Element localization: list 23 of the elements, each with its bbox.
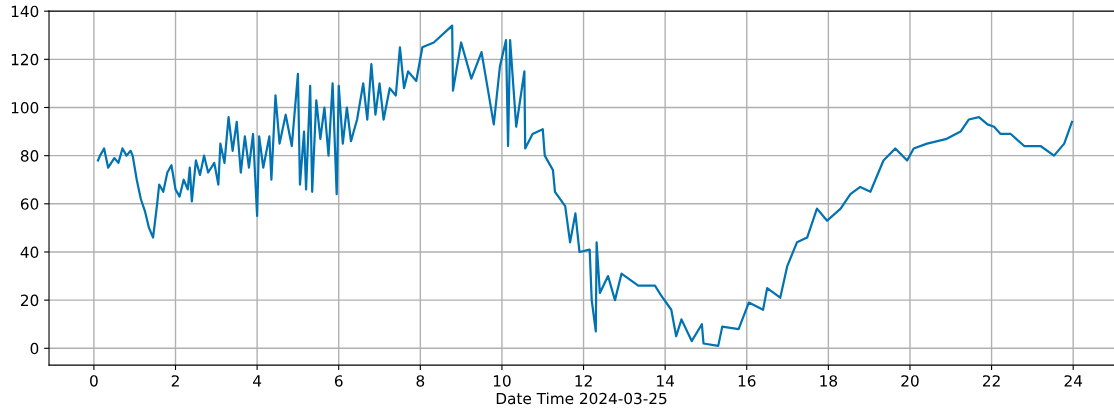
y-tick-label: 140 (11, 5, 39, 18)
x-tick-label: 14 (657, 375, 675, 387)
line-series (96, 24, 1074, 347)
x-tick-label: 0 (90, 375, 98, 387)
x-tick-label: 8 (416, 375, 425, 387)
x-tick-label: 12 (575, 375, 592, 387)
y-tick-label: 40 (20, 246, 39, 258)
y-tick-label: 100 (11, 101, 39, 114)
x-axis-title: Date Time 2024-03-25 (496, 392, 667, 405)
x-tick-label: 22 (982, 375, 1000, 387)
x-tick-label: 4 (253, 375, 262, 387)
x-tick-label: 6 (334, 375, 343, 387)
x-tick-label: 24 (1064, 375, 1083, 387)
x-tick-label: 16 (738, 375, 756, 387)
x-tick-label: 18 (820, 375, 838, 387)
y-tick-label: 20 (20, 294, 39, 307)
y-tick-label: 0 (30, 342, 39, 355)
y-tick-label: 120 (11, 53, 39, 66)
x-tick-label: 10 (493, 375, 511, 387)
y-tick-label: 80 (20, 150, 39, 162)
y-tick-label: 60 (20, 198, 39, 210)
x-tick-label: 2 (171, 375, 179, 387)
x-tick-label: 20 (901, 375, 919, 387)
